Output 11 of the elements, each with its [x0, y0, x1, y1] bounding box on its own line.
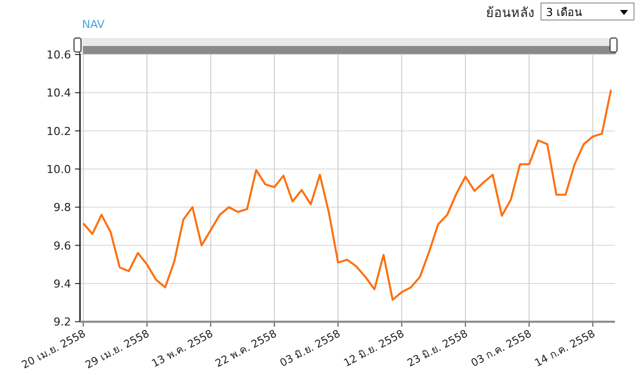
y-tick-label: 9.6 [54, 239, 71, 252]
y-tick-label: 9.2 [54, 316, 71, 329]
y-axis-title: NAV [82, 18, 106, 31]
y-tick-label: 10.6 [46, 48, 71, 62]
y-tick-label: 10.0 [46, 163, 71, 176]
y-tick-label: 9.8 [54, 201, 71, 214]
y-tick-label: 9.4 [54, 278, 71, 291]
y-tick-label: 10.2 [46, 124, 71, 138]
dropdown: 3 เดือน [540, 2, 634, 20]
text: ย้อนหลัง [486, 6, 534, 21]
y-tick-label: 10.4 [46, 86, 71, 100]
